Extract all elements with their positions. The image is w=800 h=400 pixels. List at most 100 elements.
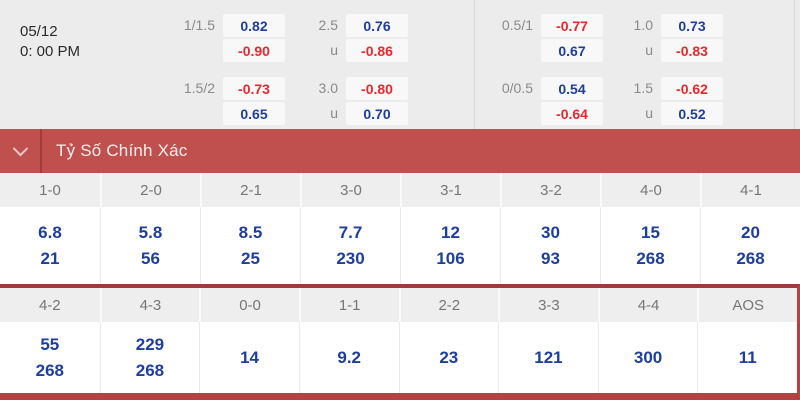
odds-value: -0.73 bbox=[238, 80, 270, 97]
score-odds-cell[interactable]: 20 268 bbox=[700, 207, 800, 284]
odds-value: -0.77 bbox=[556, 17, 588, 34]
odds-value-box[interactable]: -0.62 bbox=[661, 77, 723, 100]
odds-value-box[interactable]: -0.64 bbox=[541, 102, 603, 125]
odds-value: 0.52 bbox=[678, 105, 706, 122]
odds-value: 0.65 bbox=[240, 105, 268, 122]
odds-value: 0.73 bbox=[678, 17, 706, 34]
odds-value-box[interactable]: 0.73 bbox=[661, 14, 723, 37]
correct-score-group-2: 4-2 4-3 0-0 1-1 2-2 3-3 4-4 AOS 55 268 2… bbox=[0, 284, 800, 400]
score-odds-cell[interactable]: 6.8 21 bbox=[0, 207, 100, 284]
under-label: u bbox=[645, 42, 653, 58]
under-label bbox=[163, 39, 215, 62]
match-datetime: 05/12 0: 00 PM bbox=[20, 22, 80, 62]
score-odds-cell[interactable]: 23 bbox=[398, 322, 499, 393]
odds-value: -0.64 bbox=[556, 105, 588, 122]
odds-value: -0.80 bbox=[361, 80, 393, 97]
score-odds-value: 14 bbox=[240, 348, 260, 367]
score-odds-value: 5.8 bbox=[138, 223, 163, 242]
match-time: 0: 00 PM bbox=[20, 43, 81, 60]
score-column-header: 3-3 bbox=[498, 288, 598, 322]
odds-value-box[interactable]: 0.70 bbox=[346, 102, 408, 125]
handicap-unit: 0.5/1 -0.77 0.67 bbox=[481, 14, 603, 62]
odds-value: 0.76 bbox=[363, 17, 391, 34]
odds-value: 0.54 bbox=[558, 80, 586, 97]
odds-value-box[interactable]: -0.86 bbox=[346, 39, 408, 62]
line-label: 3.0 bbox=[318, 80, 338, 96]
score-column-header: 4-1 bbox=[700, 173, 800, 207]
score-odds-value: 20 bbox=[741, 223, 760, 242]
odds-value: -0.62 bbox=[676, 80, 708, 97]
score-odds-value: 93 bbox=[541, 249, 560, 268]
handicap-unit: 0/0.5 0.54 -0.64 bbox=[481, 77, 603, 125]
score-column-header: AOS bbox=[697, 288, 797, 322]
odds-value-box[interactable]: 0.82 bbox=[223, 14, 285, 37]
line-label: 2.5 bbox=[318, 17, 338, 33]
score-odds-value: 11 bbox=[738, 348, 757, 367]
score-odds-cell[interactable]: 30 93 bbox=[500, 207, 600, 284]
score-header-row: 4-2 4-3 0-0 1-1 2-2 3-3 4-4 AOS bbox=[0, 288, 797, 322]
handicap-unit: 1.5/2 -0.73 0.65 bbox=[163, 77, 285, 125]
panel-divider bbox=[794, 0, 795, 129]
score-odds-cell[interactable]: 14 bbox=[199, 322, 299, 393]
score-odds-cell[interactable]: 9.2 bbox=[298, 322, 399, 393]
score-odds-cell[interactable]: 300 bbox=[597, 322, 698, 393]
panel-divider bbox=[474, 0, 475, 129]
odds-value: 0.70 bbox=[363, 105, 391, 122]
score-column-header: 3-0 bbox=[300, 173, 400, 207]
under-label bbox=[163, 102, 215, 125]
odds-value-box[interactable]: -0.73 bbox=[223, 77, 285, 100]
score-odds-value: 8.5 bbox=[238, 223, 263, 242]
score-odds-value: 15 bbox=[641, 223, 660, 242]
score-odds-cell[interactable]: 121 bbox=[498, 322, 598, 393]
score-odds-value: 21 bbox=[40, 249, 60, 268]
score-column-header: 2-2 bbox=[398, 288, 499, 322]
score-odds-value: 268 bbox=[35, 361, 64, 380]
odds-value: -0.90 bbox=[238, 42, 270, 59]
handicap-unit: 1/1.5 0.82 -0.90 bbox=[163, 14, 285, 62]
score-odds-cell[interactable]: 12 106 bbox=[400, 207, 500, 284]
section-header: Tỷ Số Chính Xác bbox=[0, 129, 800, 173]
score-odds-value: 30 bbox=[541, 223, 560, 242]
score-values-row: 6.8 21 5.8 56 8.5 25 7.7 230 12 106 30 9… bbox=[0, 207, 800, 284]
line-label: 1.0 bbox=[633, 17, 653, 33]
odds-value-box[interactable]: 0.76 bbox=[346, 14, 408, 37]
score-column-header: 4-3 bbox=[99, 288, 200, 322]
score-odds-cell[interactable]: 7.7 230 bbox=[300, 207, 400, 284]
handicap-label: 0.5/1 bbox=[501, 17, 533, 33]
under-label bbox=[481, 102, 533, 125]
score-odds-cell[interactable]: 15 268 bbox=[600, 207, 700, 284]
score-column-header: 2-1 bbox=[200, 173, 300, 207]
under-label: u bbox=[330, 42, 338, 58]
score-column-header: 3-1 bbox=[400, 173, 500, 207]
score-odds-value: 7.7 bbox=[338, 223, 363, 242]
odds-value-box[interactable]: 0.65 bbox=[223, 102, 285, 125]
odds-value-box[interactable]: -0.90 bbox=[223, 39, 285, 62]
handicap-label: 0/0.5 bbox=[501, 80, 533, 96]
score-odds-value: 23 bbox=[439, 348, 459, 367]
odds-value-box[interactable]: 0.54 bbox=[541, 77, 603, 100]
score-column-header: 4-0 bbox=[600, 173, 700, 207]
odds-value-box[interactable]: 0.52 bbox=[661, 102, 723, 125]
score-odds-cell[interactable]: 229 268 bbox=[99, 322, 200, 393]
total-unit: 3.0 -0.80 u 0.70 bbox=[286, 77, 408, 125]
collapse-toggle[interactable] bbox=[0, 129, 40, 173]
score-odds-cell[interactable]: 11 bbox=[697, 322, 797, 393]
score-odds-value: 121 bbox=[534, 348, 563, 367]
score-odds-value: 268 bbox=[636, 249, 665, 268]
score-column-header: 1-1 bbox=[298, 288, 399, 322]
total-unit: 1.5 -0.62 u 0.52 bbox=[601, 77, 723, 125]
score-odds-value: 300 bbox=[633, 348, 663, 367]
odds-value: -0.83 bbox=[676, 42, 708, 59]
odds-value-box[interactable]: -0.80 bbox=[346, 77, 408, 100]
score-column-header: 4-2 bbox=[38, 296, 61, 314]
odds-value-box[interactable]: 0.67 bbox=[541, 39, 603, 62]
total-unit: 2.5 0.76 u -0.86 bbox=[286, 14, 408, 62]
odds-value-box[interactable]: -0.83 bbox=[661, 39, 723, 62]
score-odds-cell[interactable]: 8.5 25 bbox=[200, 207, 300, 284]
score-column-header: 4-4 bbox=[597, 288, 698, 322]
odds-value-box[interactable]: -0.77 bbox=[541, 14, 603, 37]
score-odds-cell[interactable]: 5.8 56 bbox=[100, 207, 200, 284]
score-odds-cell[interactable]: 55 268 bbox=[0, 322, 100, 393]
under-label bbox=[481, 39, 533, 62]
handicap-label: 1.5/2 bbox=[183, 80, 215, 96]
